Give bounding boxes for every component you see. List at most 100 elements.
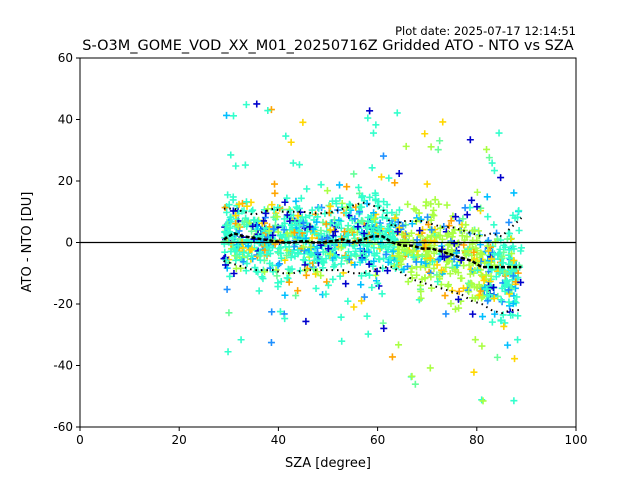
scatter-point	[477, 271, 485, 279]
scatter-point	[331, 245, 339, 253]
scatter-point	[229, 234, 237, 242]
scatter-point	[264, 107, 272, 115]
scatter-point	[410, 253, 418, 261]
scatter-point	[351, 250, 359, 258]
scatter-point	[302, 317, 310, 325]
scatter-point	[249, 206, 257, 214]
scatter-point	[479, 397, 487, 405]
scatter-point	[283, 251, 291, 259]
x-tick-label: 80	[469, 433, 484, 447]
scatter-point	[380, 324, 388, 332]
scatter-point	[402, 142, 410, 150]
scatter-point	[370, 215, 378, 223]
scatter-point	[400, 265, 408, 273]
scatter-point	[408, 220, 416, 228]
scatter-point	[222, 221, 230, 229]
scatter-point	[303, 228, 311, 236]
scatter-point	[517, 247, 525, 255]
scatter-point	[253, 100, 261, 108]
scatter-point	[326, 226, 334, 234]
scatter-point	[417, 294, 425, 302]
scatter-point	[505, 246, 513, 254]
scatter-point	[510, 397, 518, 405]
scatter-point	[313, 268, 321, 276]
scatter-point	[357, 281, 365, 289]
lower-band-line	[223, 259, 522, 315]
scatter-point	[343, 183, 351, 191]
scatter-point	[307, 250, 315, 258]
scatter-point	[471, 294, 479, 302]
scatter-point	[457, 274, 465, 282]
scatter-point	[239, 258, 247, 266]
scatter-point	[332, 221, 340, 229]
scatter-point	[484, 213, 492, 221]
scatter-point	[485, 247, 493, 255]
scatter-point	[268, 261, 276, 269]
scatter-point	[222, 256, 230, 264]
scatter-point	[331, 228, 339, 236]
scatter-point	[369, 262, 377, 270]
scatter-point	[227, 247, 235, 255]
scatter-point	[392, 264, 400, 272]
scatter-point	[515, 227, 523, 235]
scatter-point	[297, 194, 305, 202]
scatter-point	[372, 121, 380, 129]
scatter-point	[413, 271, 421, 279]
scatter-point	[443, 201, 451, 209]
scatter-point	[417, 258, 425, 266]
scatter-point	[322, 220, 330, 228]
scatter-point	[350, 170, 358, 178]
scatter-point	[324, 281, 332, 289]
scatter-point	[285, 205, 293, 213]
scatter-point	[358, 297, 366, 305]
scatter-point	[243, 222, 251, 230]
scatter-point	[336, 272, 344, 280]
scatter-point	[477, 287, 485, 295]
scatter-point	[398, 231, 406, 239]
scatter-point	[436, 224, 444, 232]
scatter-point	[427, 273, 435, 281]
scatter-point	[427, 200, 435, 208]
scatter-point	[391, 214, 399, 222]
scatter-point	[281, 315, 289, 323]
scatter-point	[503, 235, 511, 243]
scatter-point	[287, 138, 295, 146]
scatter-point	[502, 277, 510, 285]
scatter-point	[332, 200, 340, 208]
scatter-point	[429, 211, 437, 219]
scatter-point	[360, 230, 368, 238]
scatter-point	[497, 317, 505, 325]
scatter-point	[234, 223, 242, 231]
scatter-point	[345, 248, 353, 256]
scatter-point	[504, 341, 512, 349]
scatter-point	[433, 261, 441, 269]
y-tick-label: 40	[58, 113, 73, 127]
scatter-point	[462, 221, 470, 229]
scatter-point	[501, 243, 509, 251]
scatter-point	[383, 201, 391, 209]
scatter-point	[291, 218, 299, 226]
scatter-point	[271, 221, 279, 229]
scatter-point	[399, 222, 407, 230]
scatter-point	[427, 143, 435, 151]
scatter-point	[490, 261, 498, 269]
scatter-point	[473, 266, 481, 274]
scatter-point	[373, 249, 381, 257]
scatter-point	[238, 207, 246, 215]
scatter-point	[418, 252, 426, 260]
scatter-point	[369, 129, 377, 137]
scatter-point	[280, 215, 288, 223]
scatter-point	[326, 250, 334, 258]
scatter-point	[511, 355, 519, 363]
scatter-point	[252, 267, 260, 275]
scatter-point	[341, 228, 349, 236]
scatter-point	[363, 312, 371, 320]
scatter-point	[313, 256, 321, 264]
scatter-point	[514, 312, 522, 320]
scatter-point	[438, 235, 446, 243]
scatter-point	[227, 213, 235, 221]
scatter-point	[510, 189, 518, 197]
scatter-point	[248, 252, 256, 260]
scatter-point	[355, 183, 363, 191]
scatter-point	[441, 292, 449, 300]
